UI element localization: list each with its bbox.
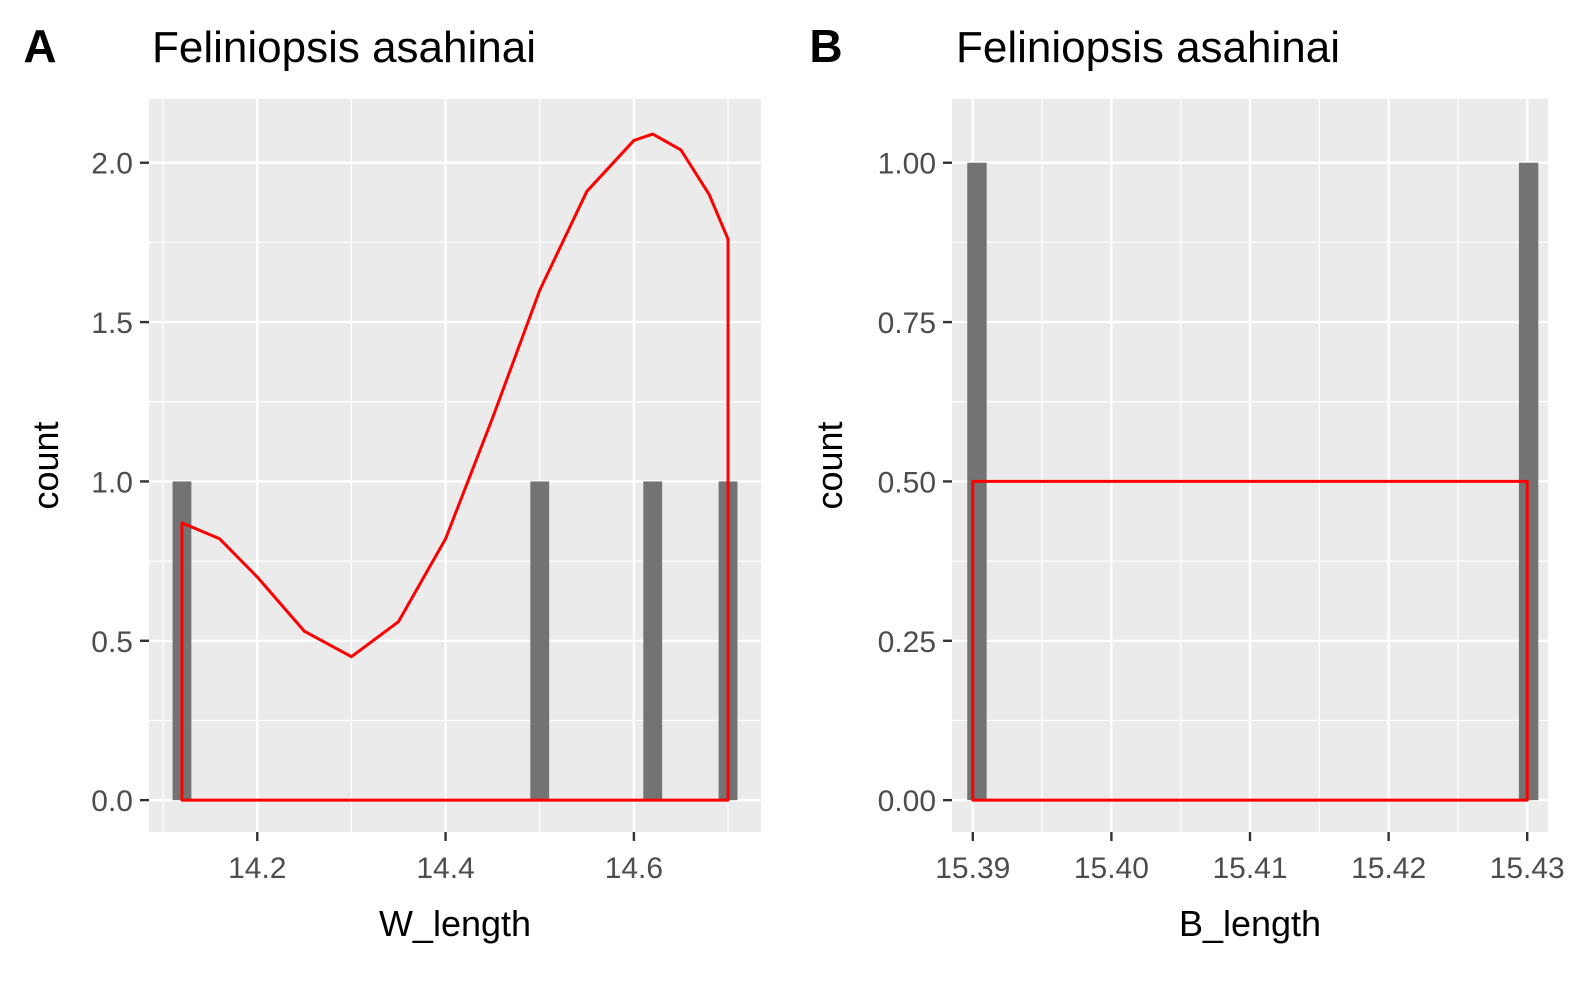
y-tick-label: 0.0: [91, 785, 133, 818]
x-tick-label: 15.39: [935, 852, 1010, 885]
x-tick-label: 15.42: [1351, 852, 1426, 885]
panel-a: A Feliniopsis asahinai 0.0 0.5 1.0 1.5 2.0 14.2…: [23, 20, 761, 944]
plot-background: [149, 99, 761, 832]
panel-b: B Feliniopsis asahinai 0.00 0.25 0.50 0.75 1.0…: [809, 20, 1565, 944]
y-tick-label: 0.00: [878, 785, 936, 818]
y-tick-label: 0.75: [878, 307, 936, 340]
y-axis-title: count: [25, 421, 66, 509]
density-overlay-line: [180, 132, 730, 802]
y-tick-label: 2.0: [91, 148, 133, 181]
y-tick-label: 1.00: [878, 148, 936, 181]
histogram-bar: [530, 481, 550, 801]
y-tick-label: 0.50: [878, 466, 936, 499]
density-overlay-line: [971, 479, 1529, 802]
x-tick-label: 14.2: [228, 852, 286, 885]
chart-title: Feliniopsis asahinai: [152, 23, 536, 72]
y-axis-title: count: [809, 421, 850, 509]
panel-tag: A: [23, 20, 56, 72]
y-tick-label: 0.5: [91, 626, 133, 659]
chart-title: Feliniopsis asahinai: [956, 23, 1340, 72]
x-tick-label: 15.43: [1490, 852, 1565, 885]
x-tick-label: 14.4: [416, 852, 474, 885]
x-tick-label: 15.40: [1074, 852, 1149, 885]
y-tick-label: 0.25: [878, 626, 936, 659]
x-axis-title: B_length: [1179, 903, 1321, 944]
x-axis-title: W_length: [379, 903, 531, 944]
x-tick-label: 15.41: [1212, 852, 1287, 885]
panel-tag: B: [809, 20, 842, 72]
x-tick-label: 14.6: [605, 852, 663, 885]
y-tick-label: 1.5: [91, 307, 133, 340]
histogram-bar: [643, 481, 663, 801]
y-tick-label: 1.0: [91, 466, 133, 499]
